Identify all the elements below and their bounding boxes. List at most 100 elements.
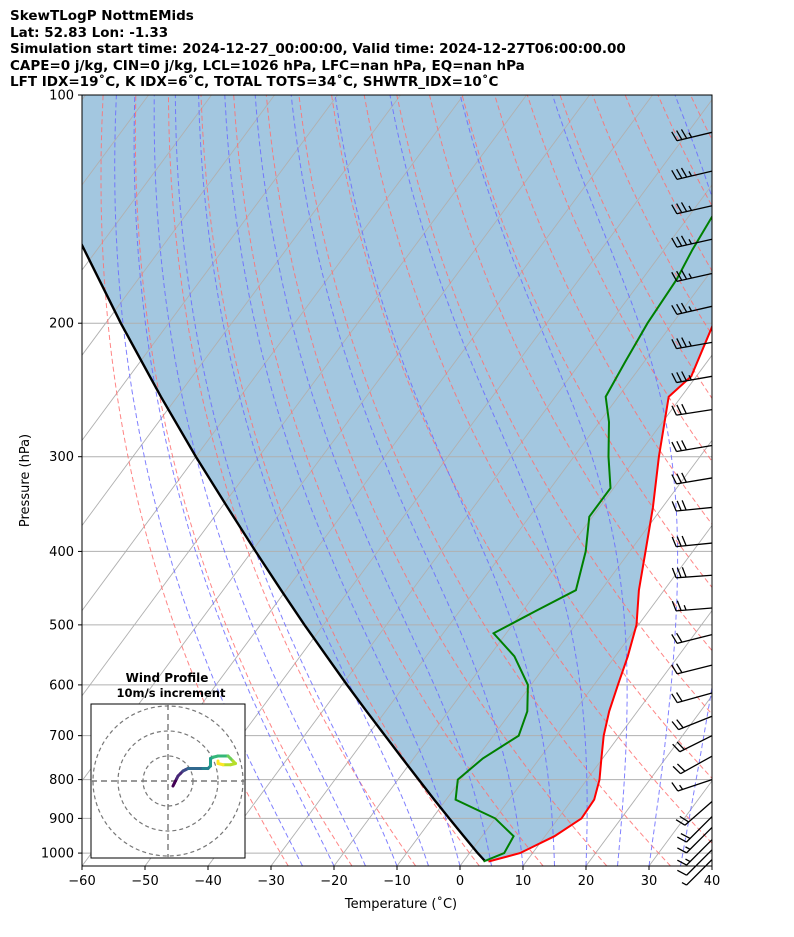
- wind-barb-half-flag: [688, 132, 693, 138]
- dry-adiabat-line: [494, 95, 712, 526]
- wind-barb-flag: [681, 337, 687, 348]
- y-tick-label: 600: [49, 678, 74, 693]
- isotherm-gridline: [82, 95, 212, 271]
- wind-barb-flag: [672, 743, 681, 753]
- dry-adiabat-line: [233, 95, 544, 866]
- wind-barb-flag: [677, 836, 687, 843]
- wind-barb-staff: [679, 735, 713, 753]
- y-axis-label: Pressure (hPa): [18, 434, 33, 527]
- wind-barb-half-flag: [688, 374, 692, 381]
- x-tick-label: 10: [515, 874, 532, 889]
- wind-barb-flag: [675, 819, 686, 826]
- isotherm-gridline: [270, 269, 712, 866]
- wind-barb-flag: [676, 536, 682, 547]
- wind-barb-half-flag: [681, 882, 687, 886]
- dry-adiabat-line: [331, 95, 712, 844]
- wind-barb-staff: [684, 801, 713, 826]
- x-axis-label: Temperature (˚C): [344, 896, 457, 912]
- isotherm-gridline: [711, 865, 712, 866]
- wind-barb-flag: [680, 202, 688, 212]
- wind-barb-half-flag: [683, 604, 687, 611]
- wind-barb-flag: [671, 474, 678, 485]
- hodograph-subtitle: 10m/s increment: [117, 686, 226, 700]
- wind-barb-flag: [680, 167, 688, 178]
- title-line: Simulation start time: 2024-12-27_00:00:…: [10, 41, 626, 57]
- dry-adiabat-line: [756, 95, 794, 866]
- wind-barb-flag: [671, 169, 678, 180]
- wind-barb-flag: [671, 441, 678, 452]
- wind-barb: [671, 202, 713, 215]
- wind-barb-staff: [676, 341, 713, 350]
- wind-barb-flag: [676, 130, 683, 140]
- moist-adiabat-line: [389, 95, 588, 866]
- dry-adiabat-line: [429, 95, 712, 652]
- wind-barb-staff: [676, 633, 713, 644]
- wind-barb-half-flag: [679, 784, 684, 790]
- wind-barb-staff: [676, 205, 713, 215]
- wind-barb: [677, 839, 713, 866]
- wind-barb-flag: [680, 269, 688, 280]
- wind-barb-flag: [676, 719, 684, 729]
- isotherm-gridline: [82, 95, 338, 442]
- wind-barb: [681, 859, 713, 886]
- moist-adiabat-line: [254, 95, 492, 866]
- hodograph-title: Wind Profile: [126, 671, 209, 685]
- wind-barb-flag: [681, 371, 687, 382]
- wind-barb: [671, 535, 713, 548]
- wind-barb: [677, 849, 713, 876]
- wind-barb-staff: [676, 607, 713, 612]
- wind-barb: [671, 567, 713, 579]
- wind-barb-flag: [676, 440, 683, 451]
- y-tick-label: 200: [49, 317, 74, 332]
- wind-barb-flag: [676, 500, 682, 511]
- wind-barb: [671, 235, 713, 248]
- x-tick-label: −30: [257, 874, 284, 889]
- wind-barb-flag: [676, 567, 682, 578]
- dry-adiabat-line: [788, 95, 794, 866]
- wind-barb: [671, 269, 713, 282]
- title-line: Lat: 52.83 Lon: -1.33: [10, 24, 169, 41]
- wind-barb-staff: [676, 238, 713, 248]
- title-line: SkewTLogP NottmEMids: [10, 8, 194, 24]
- wind-barb-flag: [671, 501, 677, 512]
- wind-barb: [671, 715, 713, 731]
- wind-barb-staff: [676, 444, 713, 453]
- wind-barb-flag: [681, 535, 687, 546]
- wind-barb: [671, 129, 713, 142]
- wind-barb-staff: [680, 755, 713, 775]
- wind-barb: [672, 755, 713, 775]
- moist-adiabat-line: [334, 95, 555, 866]
- wind-barb-flag: [681, 500, 687, 511]
- wind-barb-flag: [676, 741, 685, 750]
- wind-barb: [671, 663, 713, 675]
- wind-barb: [671, 167, 713, 180]
- wind-barb-half-flag: [688, 205, 693, 211]
- wind-barb-staff: [676, 542, 713, 548]
- wind-barb: [671, 371, 713, 384]
- wind-barb-flag: [681, 440, 687, 451]
- wind-barb-staff: [677, 779, 713, 792]
- dewpoint-profile-line: [454, 214, 712, 863]
- wind-barb-half-flag: [685, 846, 691, 850]
- wind-barb-flag: [671, 600, 677, 612]
- moist-adiabat-line: [133, 95, 335, 866]
- wind-barb: [671, 337, 713, 350]
- wind-barb-half-flag: [688, 273, 693, 279]
- y-tick-label: 100: [49, 89, 74, 104]
- isotherm-gridline: [82, 95, 527, 697]
- wind-barb-flag: [676, 473, 683, 484]
- moist-adiabat-line: [459, 95, 628, 866]
- title-line: CAPE=0 j/kg, CIN=0 j/kg, LCL=1026 hPa, L…: [10, 57, 525, 74]
- parcel-area-fill: [82, 95, 712, 862]
- wind-barb-staff: [676, 131, 713, 142]
- wind-barb-flag: [671, 567, 677, 579]
- temperature-profile-line: [488, 324, 712, 863]
- isotherm-gridline: [522, 609, 712, 866]
- wind-barb-flag: [671, 271, 678, 282]
- wind-barb: [671, 440, 713, 453]
- wind-barb-flag: [680, 832, 691, 840]
- wind-barb-flag: [676, 404, 682, 415]
- dry-adiabat-line: [723, 95, 794, 866]
- wind-barb: [671, 472, 713, 485]
